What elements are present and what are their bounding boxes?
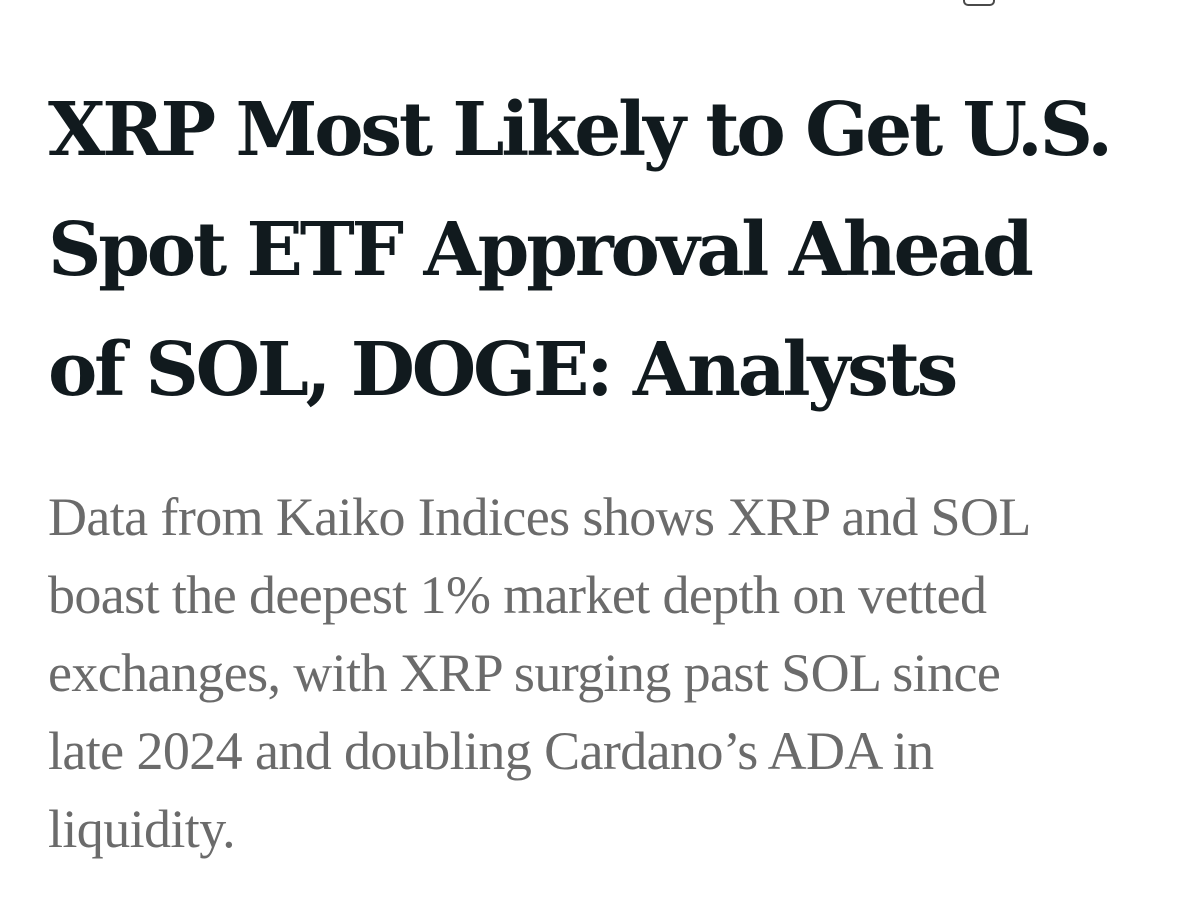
deck-line-3: exchanges, with XRP surging past SOL sin… (48, 643, 1001, 703)
headline-line-2: Spot ETF Approval Ahead (48, 207, 1034, 293)
headline-line-1: XRP Most Likely to Get U.S. (48, 87, 1113, 173)
headline: XRP Most Likely to Get U.S. Spot ETF App… (48, 70, 1148, 430)
article-deck: Data from Kaiko Indices shows XRP and SO… (48, 478, 1138, 868)
article-header: XRP Most Likely to Get U.S. Spot ETF App… (48, 70, 1148, 868)
deck-line-4: late 2024 and doubling Cardano’s ADA in (48, 721, 934, 781)
deck-line-2: boast the deepest 1% market depth on vet… (48, 565, 987, 625)
deck-line-1: Data from Kaiko Indices shows XRP and SO… (48, 487, 1031, 547)
headline-line-3: of SOL, DOGE: Analysts (48, 327, 958, 413)
deck-line-5: liquidity. (48, 799, 236, 859)
rounded-square-icon[interactable] (963, 0, 995, 6)
